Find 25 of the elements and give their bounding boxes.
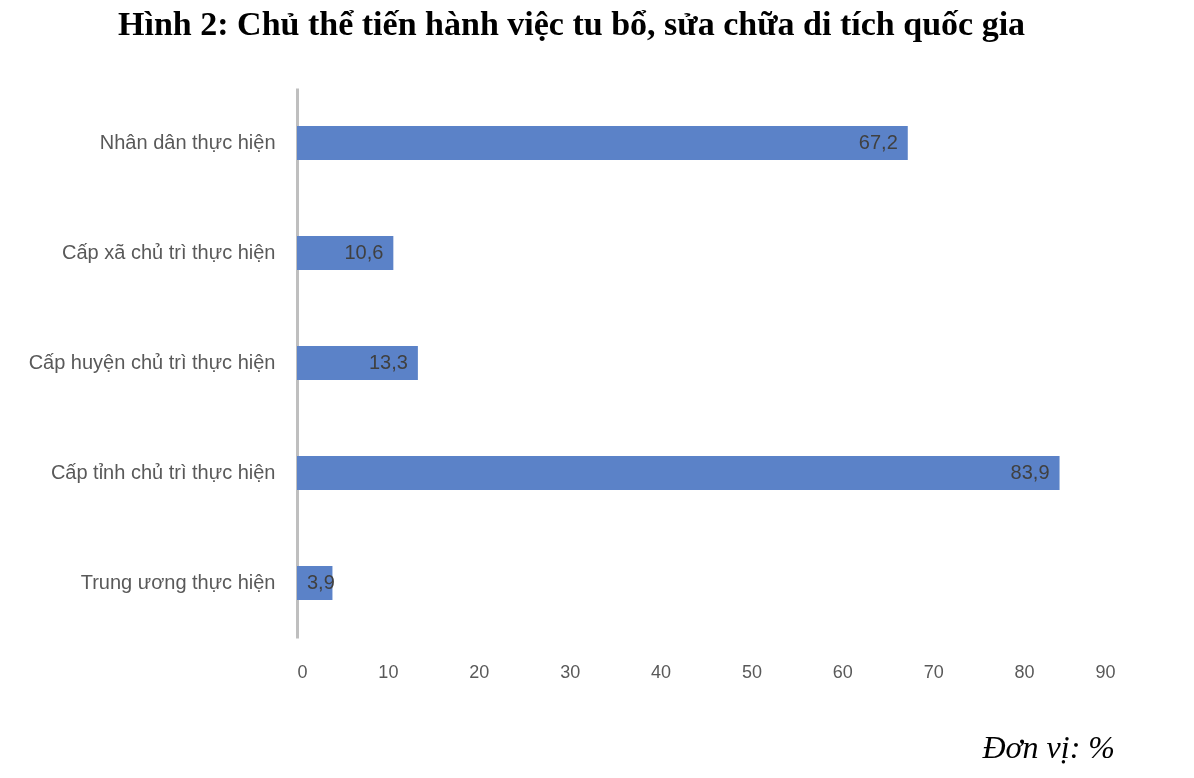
data-label: 13,3 <box>368 351 408 373</box>
x-tick-label: 30 <box>560 661 581 682</box>
y-tick-label: Cấp tỉnh chủ trì thực hiện <box>50 461 276 483</box>
x-tick-label: 50 <box>741 661 762 682</box>
bar <box>297 455 1060 491</box>
x-tick-label: 40 <box>651 661 672 682</box>
data-label: 10,6 <box>344 241 384 263</box>
x-tick-label: 70 <box>923 661 944 682</box>
y-tick-label: Cấp huyện chủ trì thực hiện <box>28 351 276 373</box>
x-tick-label: 90 <box>1095 661 1116 682</box>
x-tick-label: 80 <box>1014 661 1035 682</box>
data-label: 83,9 <box>1010 461 1050 483</box>
data-label: 67,2 <box>858 131 898 153</box>
bar <box>297 235 394 271</box>
y-tick-label: Nhân dân thực hiện <box>99 131 276 153</box>
bar <box>297 345 418 381</box>
y-tick-label: Cấp xã chủ trì thực hiện <box>62 241 276 263</box>
x-tick-label: 20 <box>469 661 490 682</box>
bar <box>297 125 908 161</box>
x-tick-label: 10 <box>378 661 399 682</box>
y-tick-label: Trung ương thực hiện <box>80 571 276 593</box>
x-tick-label: 60 <box>832 661 853 682</box>
text: Đơn vị: % <box>981 729 1115 765</box>
x-tick-label: 0 <box>297 661 308 682</box>
chart-title: Hình 2: Chủ thể tiến hành việc tu bổ, sửa chữa di tích quốc gia <box>118 5 1026 42</box>
